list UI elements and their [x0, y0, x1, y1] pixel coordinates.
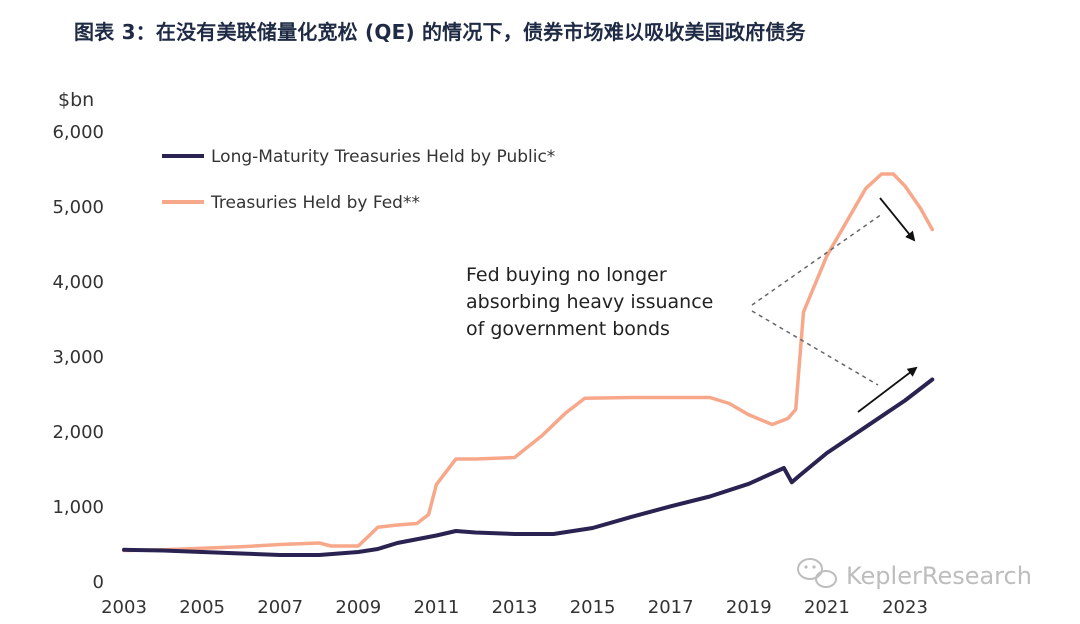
legend-label-public: Long-Maturity Treasuries Held by Public*: [211, 147, 555, 167]
trend-arrow-public-up: [857, 366, 918, 413]
annotation-dashed-connector-lower: [751, 310, 879, 386]
y-tick-label: 0: [93, 572, 104, 593]
x-axis: 2003 2005 2007 2009 2011 2013 2015 2017 2019 2021…: [101, 597, 928, 618]
x-tick-label: 2003: [101, 597, 147, 618]
x-tick-label: 2007: [257, 597, 303, 618]
series-line-fed: [122, 172, 935, 553]
y-tick-label: 2,000: [52, 422, 104, 443]
x-tick-label: 2021: [804, 597, 850, 618]
chart-title: 图表 3：在没有美联储量化宽松 (QE) 的情况下，债券市场难以吸收美国政府债务: [74, 20, 806, 44]
annotation-dashed-connector-upper: [751, 213, 883, 306]
series-line-public: [122, 377, 935, 557]
y-axis-unit-label: $bn: [58, 89, 94, 111]
y-tick-label: 5,000: [52, 197, 104, 218]
series-layer: [122, 172, 935, 557]
x-tick-label: 2017: [648, 597, 694, 618]
watermark: KeplerResearch: [797, 558, 1032, 590]
annotation-line-3: of government bonds: [466, 318, 670, 340]
x-tick-label: 2005: [179, 597, 225, 618]
watermark-label: KeplerResearch: [846, 562, 1032, 590]
x-tick-label: 2009: [335, 597, 381, 618]
annotation-line-1: Fed buying no longer: [466, 264, 667, 286]
y-tick-label: 4,000: [52, 272, 104, 293]
legend-label-fed: Treasuries Held by Fed**: [210, 193, 420, 213]
trend-arrow-fed-down: [879, 197, 916, 242]
x-tick-label: 2013: [492, 597, 538, 618]
x-tick-label: 2023: [882, 597, 928, 618]
legend: Long-Maturity Treasuries Held by Public*…: [162, 147, 555, 213]
y-tick-label: 1,000: [52, 497, 104, 518]
x-tick-label: 2015: [570, 597, 616, 618]
y-axis: 0 1,000 2,000 3,000 4,000 5,000 6,000: [52, 122, 104, 593]
y-tick-label: 6,000: [52, 122, 104, 143]
x-tick-label: 2011: [413, 597, 459, 618]
y-tick-label: 3,000: [52, 347, 104, 368]
wechat-icon: [797, 558, 837, 588]
x-tick-label: 2019: [726, 597, 772, 618]
annotation-line-2: absorbing heavy issuance: [466, 291, 713, 313]
annotation: Fed buying no longer absorbing heavy iss…: [466, 197, 918, 413]
